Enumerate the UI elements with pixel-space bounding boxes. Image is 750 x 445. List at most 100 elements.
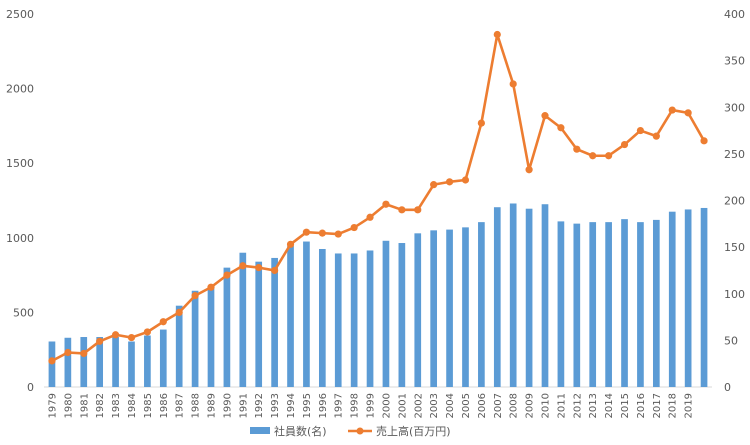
legend-label-line: 売上高(百万円) xyxy=(376,424,451,438)
point-sales xyxy=(668,106,676,114)
x-tick-label: 2009 xyxy=(525,393,536,418)
y-left-tick-label: 2000 xyxy=(6,83,34,96)
y-right-tick-label: 200 xyxy=(724,195,745,208)
point-sales xyxy=(620,140,629,149)
bar-employees xyxy=(700,207,708,387)
point-sales xyxy=(382,200,390,208)
point-sales xyxy=(191,292,199,300)
point-sales xyxy=(636,126,645,135)
x-tick-label: 1997 xyxy=(334,393,345,418)
bar-employees xyxy=(191,290,199,387)
legend-swatch-marker xyxy=(356,427,364,435)
x-tick-label: 1993 xyxy=(270,393,281,418)
point-sales xyxy=(493,30,501,39)
bar-employees xyxy=(207,288,215,387)
x-tick-label: 2014 xyxy=(604,393,615,418)
bar-employees xyxy=(334,253,342,387)
x-tick-label: 2011 xyxy=(556,393,567,418)
bar-employees xyxy=(509,203,517,387)
point-sales xyxy=(557,124,565,132)
bar-employees xyxy=(159,329,167,387)
point-sales xyxy=(398,206,406,214)
bar-employees xyxy=(589,222,597,387)
point-sales xyxy=(159,318,167,326)
point-sales xyxy=(96,337,104,345)
point-sales xyxy=(207,283,215,291)
x-tick-label: 1991 xyxy=(238,393,249,418)
bar-employees xyxy=(605,222,612,387)
x-tick-label: 2012 xyxy=(572,393,583,418)
y-right-tick-label: 150 xyxy=(724,241,745,254)
bar-employees xyxy=(239,252,247,387)
x-tick-label: 2006 xyxy=(477,393,488,418)
point-sales xyxy=(525,166,533,174)
x-tick-label: 2000 xyxy=(381,393,392,418)
bar-employees xyxy=(430,230,438,387)
point-sales xyxy=(334,230,342,238)
bar-employees xyxy=(318,248,326,387)
point-sales xyxy=(350,223,358,232)
x-tick-label: 2010 xyxy=(541,393,552,418)
x-tick-label: 2015 xyxy=(620,393,631,418)
y-left-tick-label: 1500 xyxy=(6,157,34,170)
y-left-tick-label: 0 xyxy=(27,381,34,394)
bar-employees xyxy=(255,261,263,387)
y-right-tick-label: 50 xyxy=(724,334,738,347)
bar-employees xyxy=(621,219,628,387)
point-sales xyxy=(271,266,279,275)
y-right-tick-label: 300 xyxy=(724,101,745,114)
x-tick-label: 1985 xyxy=(143,393,154,418)
x-tick-label: 1996 xyxy=(318,393,329,418)
point-sales xyxy=(461,176,470,184)
bar-employees xyxy=(668,211,676,387)
x-tick-label: 1999 xyxy=(366,393,377,418)
bar-employees xyxy=(175,305,183,387)
x-tick-label: 1995 xyxy=(302,393,313,418)
bar-employees xyxy=(637,222,644,387)
point-sales xyxy=(239,262,247,270)
x-tick-label: 2004 xyxy=(445,393,456,418)
x-tick-label: 2013 xyxy=(588,393,599,418)
point-sales xyxy=(127,333,136,342)
y-left-tick-label: 2500 xyxy=(6,8,34,21)
axes-layer: 0 500 1000 1500 2000 2500 0 50 100 150 200 250 300 35… xyxy=(6,8,745,418)
x-tick-label: 1998 xyxy=(350,393,361,418)
x-tick-label: 1992 xyxy=(254,393,265,418)
point-sales xyxy=(318,229,326,237)
bar-employees xyxy=(557,221,565,387)
bar-employees xyxy=(414,233,422,387)
y-left-tick-label: 1000 xyxy=(6,232,34,245)
point-sales xyxy=(175,308,183,316)
bar-employees xyxy=(478,222,485,387)
x-tick-label: 1987 xyxy=(175,393,186,418)
bar-employees xyxy=(287,246,294,387)
legend-label-bar: 社員数(名) xyxy=(274,424,327,438)
x-tick-label: 1979 xyxy=(47,393,58,418)
x-tick-label: 2008 xyxy=(509,393,520,418)
x-tick-label: 2007 xyxy=(493,393,504,418)
point-sales xyxy=(48,357,56,365)
x-tick-label: 1989 xyxy=(207,393,218,418)
x-tick-label: 1994 xyxy=(286,393,297,418)
x-tick-label: 1981 xyxy=(79,393,90,418)
bar-employees xyxy=(96,337,104,387)
point-sales xyxy=(286,240,295,248)
x-tick-label: 1990 xyxy=(222,393,233,418)
x-tick-label: 1988 xyxy=(191,393,202,418)
x-tick-label: 2018 xyxy=(668,393,679,418)
legend: 社員数(名) 売上高(百万円) xyxy=(250,424,451,438)
bar-employees xyxy=(525,208,533,387)
x-tick-label: 1982 xyxy=(95,393,106,418)
bar-employees xyxy=(446,229,453,387)
bar-employees xyxy=(223,267,231,387)
y-right-tick-label: 0 xyxy=(724,381,731,394)
point-sales xyxy=(700,137,708,145)
bar-employees xyxy=(684,209,692,387)
point-sales xyxy=(255,264,263,272)
point-sales xyxy=(366,213,374,221)
bars-layer xyxy=(48,203,708,387)
y-right-tick-label: 100 xyxy=(724,288,745,301)
x-tick-label: 2005 xyxy=(461,393,472,418)
bar-employees xyxy=(64,337,72,387)
